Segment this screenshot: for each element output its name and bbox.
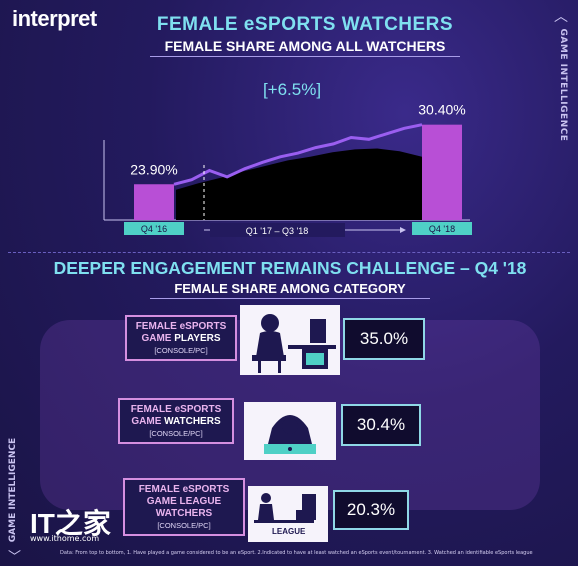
section-divider: [8, 252, 570, 253]
bar-1: [422, 124, 462, 220]
league-icon-label: LEAGUE: [272, 527, 306, 536]
category-watchers-value: 30.4%: [341, 404, 421, 446]
bar-value-label-0: 23.90%: [130, 161, 177, 177]
ithome-url: www.ithome.com: [30, 534, 100, 543]
trend-area-group: [176, 148, 422, 220]
category-players-line2a: GAME: [141, 333, 175, 344]
trend-area: [176, 148, 422, 220]
trend-line: [173, 123, 423, 186]
section2-underline: [150, 298, 430, 299]
category-league-line3: WATCHERS: [155, 508, 213, 519]
category-league-label-box: FEMALE eSPORTS GAME LEAGUE WATCHERS [CON…: [123, 478, 245, 536]
section2-title: DEEPER ENGAGEMENT REMAINS CHALLENGE – Q4…: [53, 258, 527, 278]
chart-subtitle: FEMALE SHARE AMONG ALL WATCHERS: [164, 38, 446, 54]
game-intelligence-label-bottom: GAME INTELLIGENCE: [8, 437, 18, 543]
category-watchers-line1: FEMALE eSPORTS: [130, 404, 222, 415]
ithome-logo: IT之家: [30, 508, 111, 539]
chevron-down-icon: ﹀: [8, 550, 22, 565]
subtitle-underline: [150, 56, 460, 57]
chevron-up-icon: ︿: [554, 9, 568, 25]
labels-group: 23.90% Q4 '16 30.40% Q4 '18: [124, 102, 472, 235]
bars-group: [134, 124, 462, 220]
gamer-at-desk-icon: [240, 305, 340, 379]
category-watchers-line2: GAME WATCHERS: [120, 416, 232, 428]
bar-0: [134, 184, 174, 220]
category-players-label-box: FEMALE eSPORTS GAME PLAYERS [CONSOLE/PC]: [125, 315, 237, 361]
period-label-bg: [210, 223, 345, 237]
category-tag-bg-0: [124, 222, 184, 235]
interpret-logo: interpret: [12, 6, 97, 31]
hooded-watcher-laptop-icon: [244, 402, 336, 464]
page-title: FEMALE eSPORTS WATCHERS: [156, 14, 454, 35]
category-tag-bg-1: [412, 222, 472, 235]
footnote: Data: From top to bottom, 1. Have played…: [60, 550, 533, 556]
side-label-bottom: GAME INTELLIGENCE: [4, 430, 22, 550]
section2-subtitle: FEMALE SHARE AMONG CATEGORY: [174, 281, 406, 296]
period-arrow-head: [400, 227, 406, 233]
category-league-line1: FEMALE eSPORTS: [138, 484, 230, 495]
league-desk-icon: LEAGUE: [248, 486, 328, 546]
bar-value-label-1: 30.40%: [418, 102, 465, 118]
category-tag-0: Q4 '16: [141, 224, 167, 234]
trend-line-group: [173, 123, 423, 186]
category-league-value: 20.3%: [333, 490, 409, 530]
category-tag-1: Q4 '18: [429, 224, 455, 234]
category-players-value: 35.0%: [343, 318, 425, 360]
period-label: Q1 '17 – Q3 '18: [246, 226, 308, 236]
category-watchers-sub: [CONSOLE/PC]: [149, 429, 203, 438]
category-watchers-line2b: WATCHERS: [164, 416, 221, 427]
category-watchers-line2a: GAME: [131, 416, 165, 427]
change-label: [+6.5%]: [263, 80, 321, 99]
category-watchers-label-box: FEMALE eSPORTS GAME WATCHERS [CONSOLE/PC…: [118, 398, 234, 444]
category-league-sub: [CONSOLE/PC]: [157, 521, 211, 530]
category-players-sub: [CONSOLE/PC]: [154, 346, 208, 355]
category-players-line2b: PLAYERS: [174, 333, 221, 344]
category-players-line1: FEMALE eSPORTS: [135, 321, 227, 332]
share-chart: 23.90% Q4 '16 30.40% Q4 '18 Q1 '17 – Q3 '18…: [103, 80, 472, 237]
category-players-line2: GAME PLAYERS: [127, 333, 235, 345]
category-league-line2: GAME LEAGUE: [146, 496, 222, 507]
